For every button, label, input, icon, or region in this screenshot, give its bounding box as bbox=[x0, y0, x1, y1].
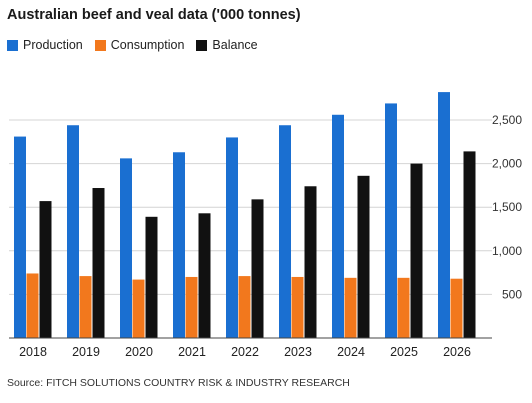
legend-item-balance: Balance bbox=[196, 38, 258, 52]
legend-swatch bbox=[94, 39, 106, 51]
source-note: Source: FITCH SOLUTIONS COUNTRY RISK & I… bbox=[7, 377, 350, 389]
bar-consumption-2026 bbox=[450, 278, 463, 338]
legend-label: Production bbox=[23, 38, 83, 52]
y-tick-label: 2,000 bbox=[492, 157, 522, 171]
bar-balance-2025 bbox=[410, 163, 423, 338]
x-tick-label: 2023 bbox=[284, 345, 312, 359]
bar-consumption-2021 bbox=[185, 276, 198, 338]
y-tick-label: 500 bbox=[502, 287, 522, 301]
legend-swatch bbox=[7, 39, 18, 51]
x-tick-label: 2021 bbox=[178, 345, 206, 359]
y-tick-label: 1,500 bbox=[492, 200, 522, 214]
bar-consumption-2019 bbox=[79, 276, 92, 338]
bar-consumption-2024 bbox=[344, 277, 357, 338]
bar-production-2025 bbox=[385, 103, 397, 338]
bar-production-2020 bbox=[120, 158, 132, 338]
legend-swatch bbox=[196, 39, 208, 51]
x-tick-label: 2022 bbox=[231, 345, 259, 359]
y-tick-label: 1,000 bbox=[492, 244, 522, 258]
bar-production-2018 bbox=[14, 136, 26, 338]
x-tick-label: 2018 bbox=[19, 345, 47, 359]
bar-balance-2023 bbox=[304, 186, 317, 338]
bar-consumption-2022 bbox=[238, 276, 251, 338]
legend-label: Balance bbox=[212, 38, 258, 52]
bar-balance-2022 bbox=[251, 199, 264, 338]
bar-production-2023 bbox=[279, 125, 291, 339]
chart-legend: Production Consumption Balance bbox=[7, 38, 258, 52]
bar-consumption-2025 bbox=[397, 277, 410, 338]
bar-balance-2026 bbox=[463, 151, 476, 338]
legend-item-production: Production bbox=[7, 38, 83, 52]
bar-balance-2018 bbox=[39, 201, 52, 338]
bar-consumption-2018 bbox=[26, 273, 39, 338]
y-tick-label: 2,500 bbox=[492, 113, 522, 127]
bar-production-2019 bbox=[67, 125, 79, 339]
x-tick-label: 2024 bbox=[337, 345, 365, 359]
bar-production-2026 bbox=[438, 92, 450, 338]
bar-production-2022 bbox=[226, 137, 238, 338]
x-tick-label: 2026 bbox=[443, 345, 471, 359]
bar-balance-2019 bbox=[92, 188, 105, 338]
legend-label: Consumption bbox=[110, 38, 185, 52]
bar-balance-2021 bbox=[198, 213, 211, 338]
legend-item-consumption: Consumption bbox=[94, 38, 185, 52]
x-tick-label: 2019 bbox=[72, 345, 100, 359]
bar-production-2021 bbox=[173, 152, 185, 338]
x-tick-label: 2020 bbox=[125, 345, 153, 359]
bar-consumption-2023 bbox=[291, 276, 304, 338]
bar-balance-2024 bbox=[357, 175, 370, 338]
chart-title: Australian beef and veal data ('000 tonn… bbox=[7, 7, 301, 23]
bar-production-2024 bbox=[332, 114, 344, 338]
bar-balance-2020 bbox=[145, 216, 158, 338]
x-tick-label: 2025 bbox=[390, 345, 418, 359]
bar-consumption-2020 bbox=[132, 279, 145, 338]
